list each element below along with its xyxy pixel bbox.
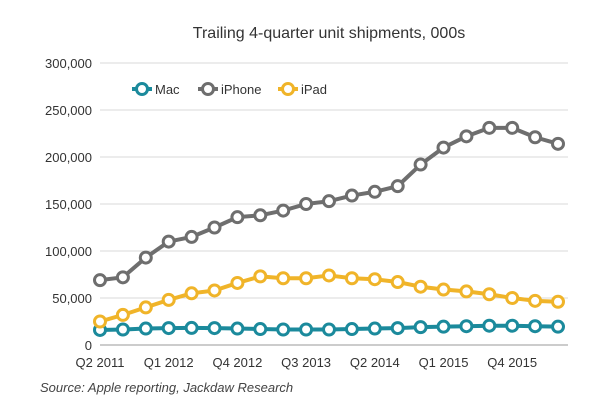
legend-label-iphone: iPhone: [221, 82, 261, 97]
mac-point: [482, 318, 497, 333]
series-ipad: [93, 268, 565, 329]
ipad-point: [436, 282, 451, 297]
mac-point: [230, 321, 245, 336]
y-tick-label: 300,000: [45, 56, 92, 71]
ipad-point: [528, 293, 543, 308]
iphone-point: [551, 136, 565, 151]
x-tick-label: Q3 2013: [281, 355, 331, 370]
iphone-point: [528, 130, 543, 145]
ipad-point: [367, 272, 382, 287]
x-tick-label: Q1 2015: [419, 355, 469, 370]
legend-marker-ipad: [281, 82, 295, 96]
x-tick-label: Q1 2012: [144, 355, 194, 370]
iphone-point: [459, 129, 474, 144]
mac-point: [459, 319, 474, 334]
mac-point: [413, 320, 428, 335]
grid: [100, 62, 568, 299]
legend-item-iphone: iPhone: [198, 82, 261, 97]
x-tick-label: Q2 2011: [76, 355, 125, 370]
ipad-point: [184, 286, 199, 301]
x-axis: Q2 2011 Q1 2012 Q4 2012 Q3 2013 Q2 2014 Q1 20…: [76, 344, 568, 370]
iphone-point: [299, 197, 314, 211]
series-mac: [93, 318, 565, 337]
mac-point: [115, 322, 130, 337]
ipad-point: [482, 287, 497, 302]
ipad-point: [276, 271, 291, 286]
iphone-point: [436, 140, 451, 155]
y-tick-label: 250,000: [45, 103, 92, 118]
iphone-point: [367, 184, 382, 199]
ipad-point: [459, 284, 474, 299]
iphone-point: [161, 234, 176, 249]
legend-label-ipad: iPad: [301, 82, 327, 97]
legend-marker-mac: [135, 82, 149, 96]
mac-point: [367, 321, 382, 336]
y-tick-label: 0: [85, 338, 92, 353]
ipad-point: [322, 268, 336, 283]
legend-item-mac: Mac: [132, 82, 180, 97]
series-group: [93, 120, 565, 337]
ipad-point: [138, 300, 153, 315]
mac-point: [436, 319, 451, 334]
ipad-point: [413, 279, 428, 294]
iphone-point: [413, 157, 428, 172]
iphone-point: [184, 229, 199, 244]
ipad-point: [161, 292, 176, 307]
mac-point: [322, 322, 336, 337]
x-tick-label: Q4 2012: [212, 355, 262, 370]
mac-point: [184, 320, 199, 335]
source-note: Source: Apple reporting, Jackdaw Researc…: [40, 380, 294, 395]
mac-point: [299, 322, 314, 337]
mac-point: [505, 318, 520, 333]
mac-point: [138, 321, 153, 336]
iphone-point: [390, 179, 405, 194]
y-tick-label: 50,000: [52, 291, 92, 306]
ipad-point: [551, 294, 565, 309]
legend-marker-iphone: [201, 82, 215, 96]
iphone-point: [276, 203, 291, 218]
mac-point: [528, 319, 543, 334]
ipad-point: [390, 275, 405, 290]
iphone-point: [93, 273, 107, 288]
iphone-point: [253, 208, 268, 223]
legend-item-ipad: iPad: [278, 82, 327, 97]
y-tick-label: 200,000: [45, 150, 92, 165]
mac-point: [344, 322, 359, 337]
legend: Mac iPhone iPad: [132, 82, 327, 97]
mac-point: [551, 319, 565, 334]
x-tick-label: Q2 2014: [350, 355, 400, 370]
iphone-point: [344, 188, 359, 203]
mac-point: [276, 322, 291, 337]
series-iphone: [93, 120, 565, 288]
y-tick-label: 150,000: [45, 197, 92, 212]
iphone-point: [138, 250, 153, 265]
mac-point: [390, 321, 405, 336]
iphone-point: [230, 210, 245, 225]
legend-label-mac: Mac: [155, 82, 180, 97]
x-tick-label: Q4 2015: [487, 355, 537, 370]
ipad-point: [299, 271, 314, 286]
iphone-point: [115, 270, 130, 285]
mac-point: [207, 321, 222, 336]
iphone-point: [322, 194, 336, 209]
y-tick-label: 100,000: [45, 244, 92, 259]
iphone-point: [505, 120, 520, 135]
mac-point: [253, 322, 268, 337]
iphone-point: [207, 220, 222, 235]
ipad-point: [230, 275, 245, 290]
ipad-point: [505, 291, 520, 305]
ipad-point: [253, 269, 268, 284]
chart-title: Trailing 4-quarter unit shipments, 000s: [193, 25, 465, 42]
ipad-point: [93, 314, 107, 329]
mac-point: [161, 321, 176, 336]
y-axis: 300,000 250,000 200,000 150,000 100,000 50,00…: [45, 56, 92, 353]
ipad-point: [344, 271, 359, 286]
ipad-point: [115, 307, 130, 322]
ipad-point: [207, 283, 222, 298]
iphone-point: [482, 120, 497, 135]
